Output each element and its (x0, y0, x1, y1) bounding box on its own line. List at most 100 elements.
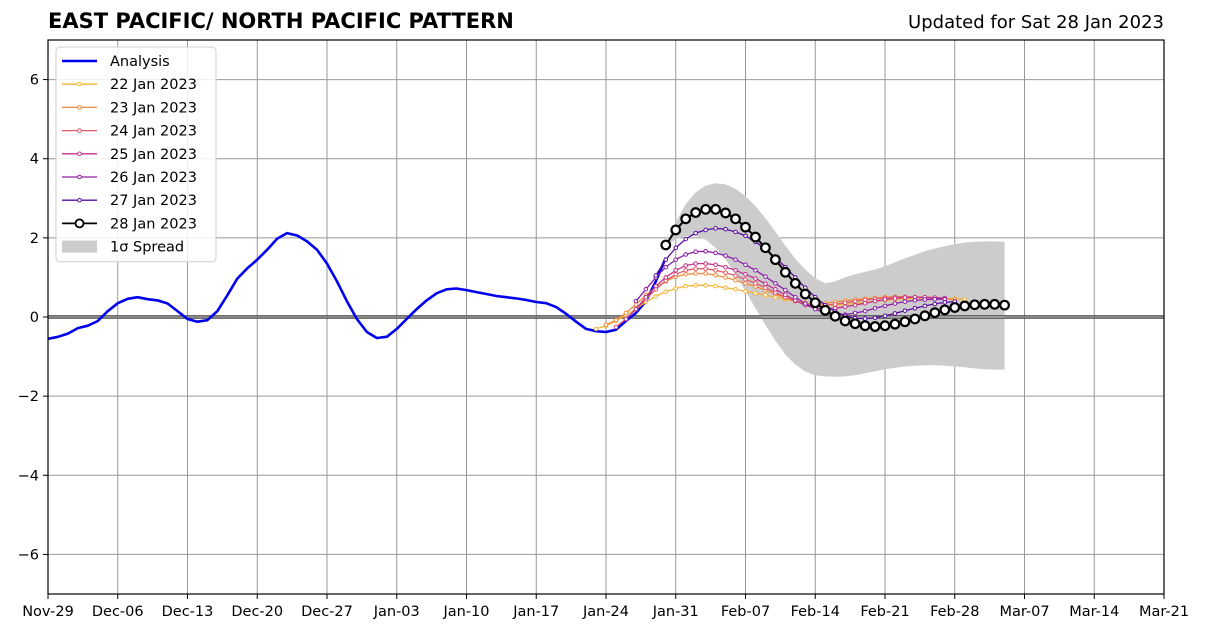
data-point (802, 301, 808, 306)
data-point (829, 310, 841, 322)
data-point (892, 296, 898, 301)
data-point (872, 298, 878, 304)
y-tick-label: −4 (18, 468, 39, 484)
x-tick-label: Dec-06 (92, 604, 144, 620)
data-point (753, 276, 758, 281)
data-point (763, 292, 768, 298)
data-point (902, 308, 908, 313)
data-point (832, 302, 838, 307)
y-tick-label: 4 (30, 152, 39, 168)
data-point (730, 213, 741, 225)
data-point (753, 281, 758, 286)
data-point (932, 301, 938, 307)
data-point (922, 303, 928, 309)
data-point (703, 261, 708, 266)
data-point (929, 307, 941, 319)
data-point (842, 304, 848, 310)
series-line (47, 231, 667, 341)
data-point (613, 324, 619, 330)
data-point (680, 213, 692, 225)
x-tick-label: Nov-29 (22, 604, 74, 620)
data-point (839, 315, 851, 327)
legend-marker (74, 218, 85, 229)
data-point (673, 245, 679, 251)
data-point (703, 227, 708, 233)
data-point (852, 302, 858, 308)
data-point (713, 262, 718, 268)
data-point (799, 288, 811, 300)
data-point (789, 277, 801, 289)
data-point (693, 249, 698, 255)
data-point (713, 283, 718, 289)
data-point (760, 242, 771, 254)
legend-item: 28 Jan 2023 (62, 216, 197, 232)
data-point (753, 290, 758, 296)
data-point (633, 306, 639, 312)
data-point (723, 264, 728, 270)
data-point (683, 268, 689, 273)
legend-label: 25 Jan 2023 (110, 147, 197, 163)
data-point (872, 305, 878, 311)
data-point (593, 326, 599, 332)
data-point (673, 271, 679, 277)
data-point (899, 316, 911, 328)
data-point (769, 254, 781, 266)
y-tick-label: 6 (30, 73, 39, 89)
data-point (819, 304, 831, 316)
data-point (670, 224, 682, 236)
data-point (959, 300, 971, 312)
data-point (653, 273, 659, 278)
data-point (743, 277, 748, 282)
legend-marker (77, 128, 82, 133)
data-point (902, 299, 908, 304)
data-point (643, 294, 649, 300)
series-line (615, 268, 945, 328)
data-point (723, 253, 728, 258)
data-point (849, 318, 861, 330)
data-point (743, 281, 748, 286)
data-point (862, 300, 868, 306)
legend-label: 1σ Spread (110, 240, 184, 256)
series-layer (47, 203, 1010, 341)
data-point (869, 321, 881, 332)
data-point (949, 302, 961, 313)
data-point (999, 299, 1010, 311)
data-point (683, 236, 689, 242)
zero-line-layer (48, 315, 1164, 319)
data-point (743, 271, 748, 277)
data-point (892, 301, 898, 306)
data-point (633, 298, 639, 304)
x-tick-label: Feb-14 (791, 604, 840, 620)
data-point (862, 308, 868, 314)
data-point (882, 303, 888, 309)
data-point (733, 287, 738, 292)
data-point (663, 289, 669, 294)
data-point (613, 317, 619, 323)
data-point (939, 304, 951, 316)
data-point (713, 272, 718, 278)
legend-item: 1σ Spread (62, 240, 184, 256)
data-point (852, 298, 858, 304)
legend-marker (77, 105, 82, 110)
x-tick-label: Jan-31 (652, 604, 699, 620)
legend-marker (77, 174, 82, 180)
data-point (989, 298, 1001, 310)
legend-marker (77, 151, 82, 157)
data-point (783, 292, 788, 298)
legend-marker (77, 81, 82, 87)
data-point (763, 274, 768, 279)
y-tick-label: −6 (18, 547, 39, 563)
data-point (733, 229, 738, 235)
data-point (663, 264, 669, 270)
data-point (733, 273, 738, 279)
data-point (740, 221, 751, 233)
updated-date: Updated for Sat 28 Jan 2023 (908, 12, 1164, 33)
data-point (703, 271, 708, 276)
data-point (673, 257, 679, 262)
data-point (623, 310, 629, 316)
data-point (773, 281, 778, 286)
legend-label: 24 Jan 2023 (110, 124, 197, 140)
data-point (703, 249, 708, 254)
data-point (793, 294, 798, 300)
data-point (660, 239, 672, 251)
